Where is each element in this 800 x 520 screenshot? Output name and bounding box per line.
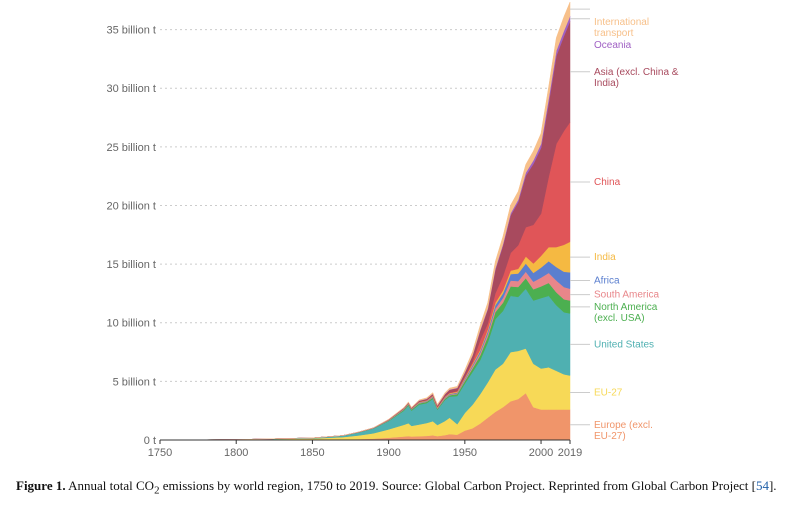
x-tick-label: 1750 <box>148 447 172 459</box>
figure-caption: Figure 1. Annual total CO2 emissions by … <box>16 476 786 501</box>
caption-text-end: ]. <box>768 478 777 493</box>
x-tick-label: 1950 <box>453 447 477 459</box>
legend-label: South America <box>594 290 659 301</box>
y-tick-label: 20 billion t <box>106 200 156 212</box>
legend-label: International transport <box>594 17 649 39</box>
caption-subscript: 2 <box>154 484 160 497</box>
legend-label: Asia (excl. China & India) <box>594 67 679 89</box>
legend-label: India <box>594 252 616 263</box>
x-tick-label: 2000 <box>529 447 553 459</box>
legend: Europe (excl. EU-27) EU-27 United States Nor… <box>570 8 679 442</box>
caption-text-after: emissions by world region, 1750 to 2019.… <box>159 478 756 493</box>
caption-text-before: Annual total CO <box>65 478 155 493</box>
x-tick-label: 1800 <box>224 447 248 459</box>
y-tick-label: 15 billion t <box>106 259 156 271</box>
y-tick-label: 25 billion t <box>106 142 156 154</box>
legend-label: Oceania <box>594 40 632 51</box>
x-tick-label: 1850 <box>300 447 324 459</box>
y-tick-label: 10 billion t <box>106 318 156 330</box>
y-tick-label: 5 billion t <box>113 376 156 388</box>
legend-label: EU-27 <box>594 388 623 399</box>
axes: 0 t 5 billion t 10 billion t 15 billion t 20… <box>106 25 582 459</box>
x-tick-label: 2019 <box>558 447 582 459</box>
legend-label: North America (excl. USA) <box>594 302 658 324</box>
y-tick-label: 0 t <box>144 435 156 447</box>
caption-reference-link[interactable]: 54 <box>755 478 769 493</box>
caption-label: Figure 1. <box>16 478 66 493</box>
y-tick-label: 35 billion t <box>106 25 156 37</box>
y-tick-label: 30 billion t <box>106 83 156 95</box>
stacked-areas <box>159 1 571 441</box>
legend-label: Africa <box>594 276 620 287</box>
legend-label: United States <box>594 339 654 350</box>
x-tick-label: 1900 <box>376 447 400 459</box>
emissions-chart: 0 t 5 billion t 10 billion t 15 billion t 20… <box>106 1 679 459</box>
legend-label: China <box>594 177 621 188</box>
legend-label: Europe (excl. EU-27) <box>594 420 653 442</box>
